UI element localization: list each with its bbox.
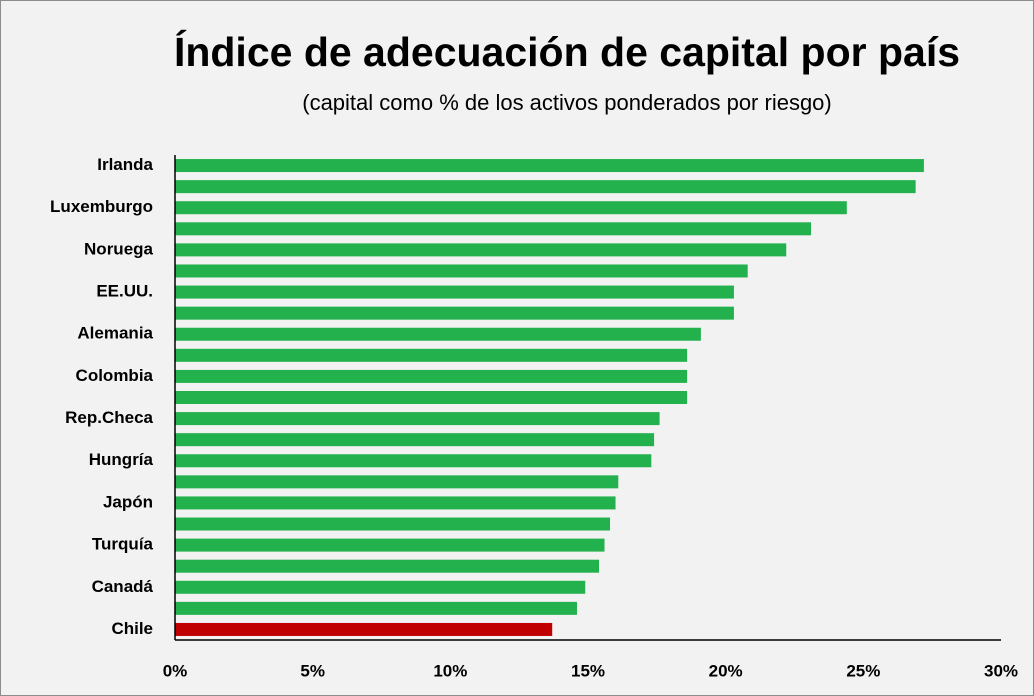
bar [175, 306, 734, 320]
y-tick-label: EE.UU. [96, 282, 153, 301]
bar [175, 264, 748, 278]
y-tick-label: Irlanda [97, 155, 153, 174]
bar [175, 475, 619, 489]
chart-title: Índice de adecuación de capital por país [174, 29, 960, 75]
bar [175, 601, 577, 615]
bar [175, 580, 586, 594]
y-tick-label: Turquía [92, 535, 154, 554]
y-tick-label: Rep.Checa [65, 408, 153, 427]
y-tick-label: Japón [103, 492, 153, 511]
y-tick-label: Alemania [77, 324, 153, 343]
bar [175, 222, 812, 236]
x-tick-label: 30% [984, 661, 1018, 680]
x-tick-label: 25% [846, 661, 880, 680]
chart-subtitle: (capital como % de los activos ponderado… [302, 90, 832, 115]
x-tick-label: 20% [709, 661, 743, 680]
bar [175, 201, 847, 215]
y-tick-label: Colombia [76, 366, 154, 385]
bar [175, 538, 605, 552]
bar [175, 348, 688, 362]
bar [175, 454, 652, 468]
bar [175, 369, 688, 383]
y-tick-label: Canadá [92, 577, 154, 596]
bar [175, 517, 611, 531]
bar [175, 159, 924, 173]
bar [175, 391, 688, 404]
bar [175, 285, 734, 299]
bar [175, 433, 655, 447]
bar [175, 622, 553, 636]
x-tick-label: 10% [433, 661, 467, 680]
y-tick-label: Luxemburgo [50, 197, 153, 216]
bar [175, 243, 787, 257]
bar [175, 180, 916, 194]
x-tick-label: 0% [163, 661, 188, 680]
bar [175, 412, 660, 426]
bar [175, 559, 600, 573]
y-tick-label: Chile [111, 619, 153, 638]
x-tick-label: 15% [571, 661, 605, 680]
y-tick-label: Noruega [84, 239, 154, 258]
bar [175, 327, 701, 341]
x-tick-label: 5% [300, 661, 325, 680]
bar [175, 496, 616, 510]
y-tick-label: Hungría [89, 450, 154, 469]
